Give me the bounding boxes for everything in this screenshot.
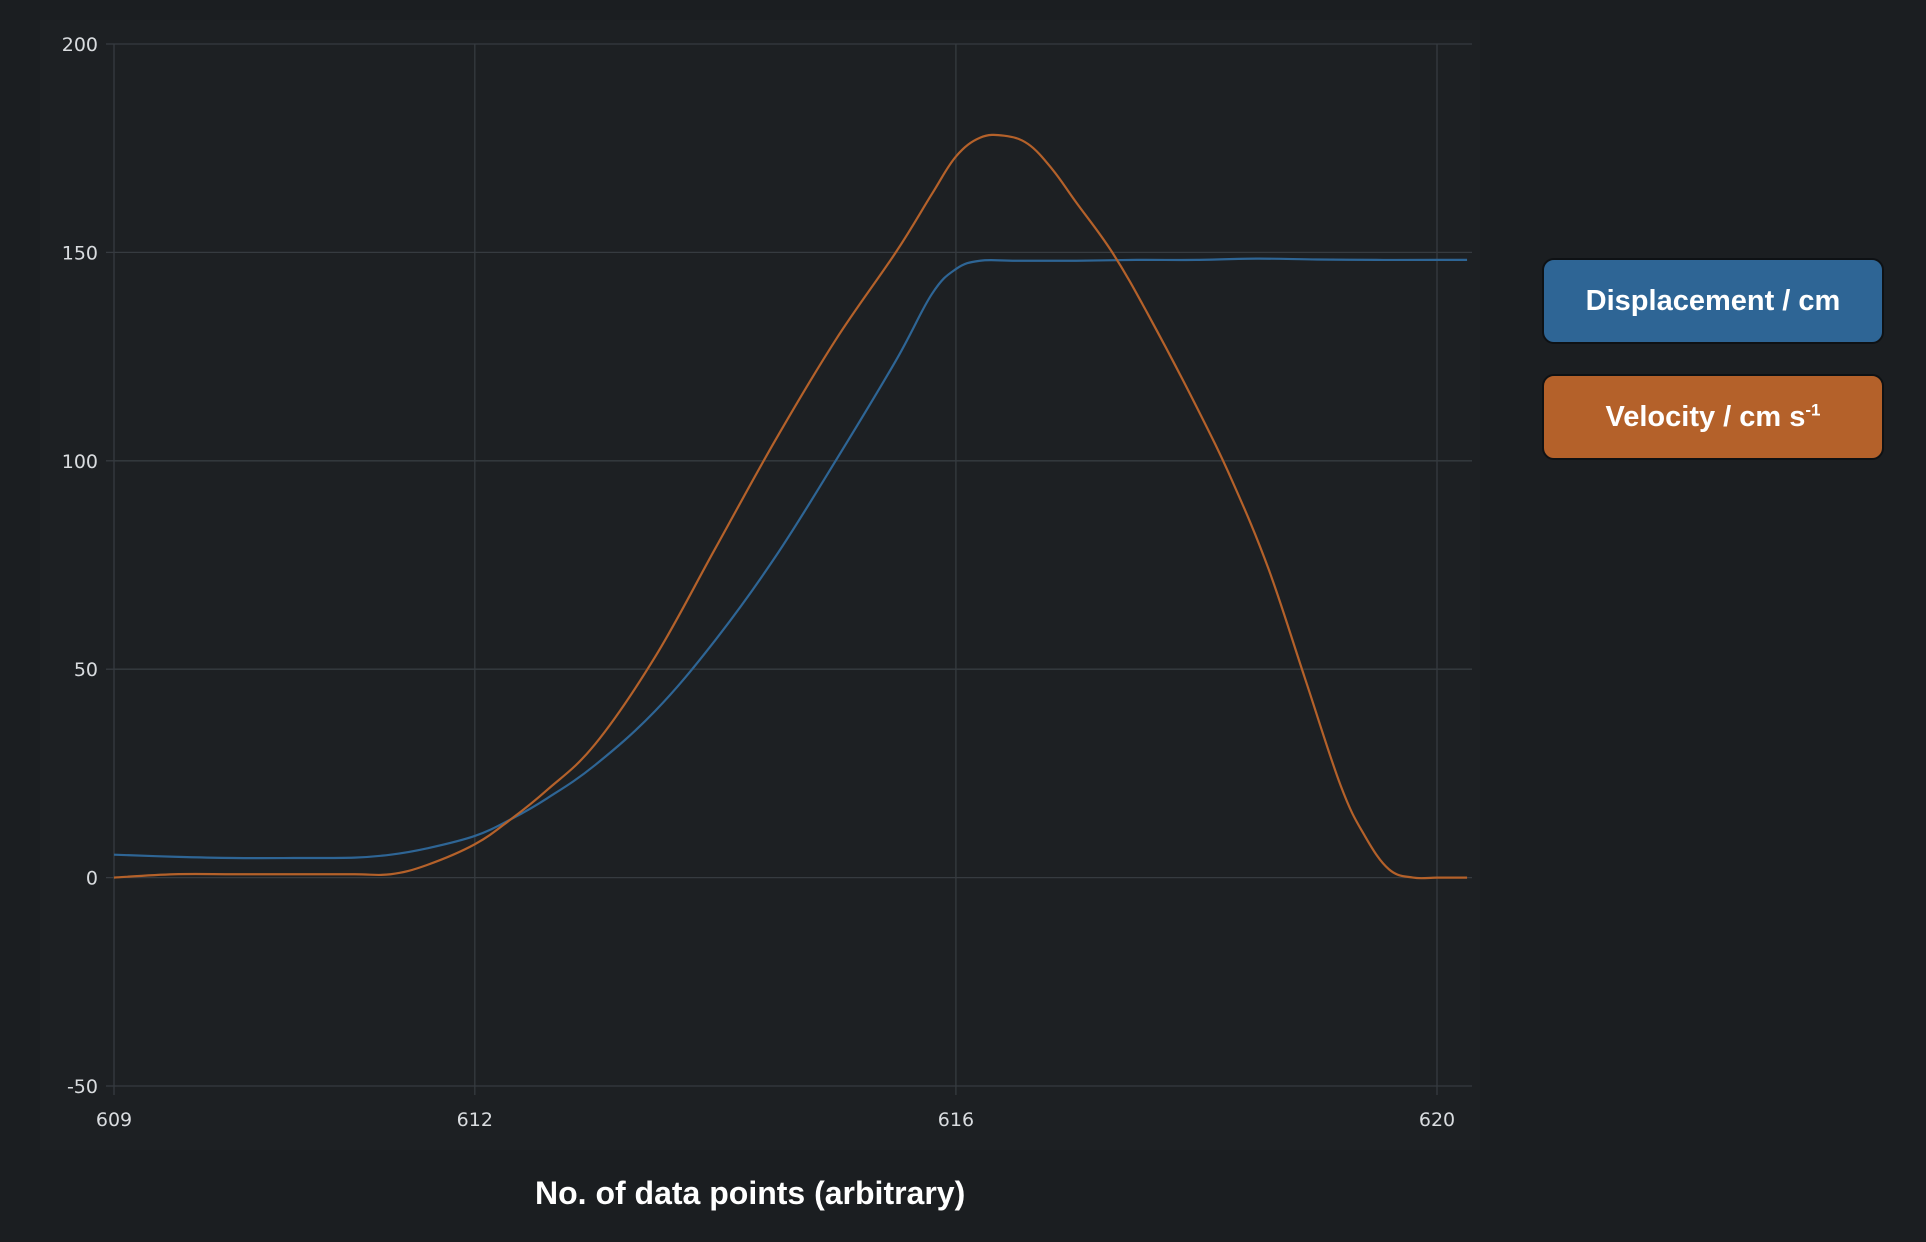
series <box>113 133 1468 880</box>
legend-label-displacement: Displacement / cm <box>1585 284 1841 317</box>
x-axis-title: No. of data points (arbitrary) <box>535 1175 966 1211</box>
plot-area <box>40 20 1480 1150</box>
legend-label-velocity: Velocity / cm s-1 <box>1605 399 1821 433</box>
y-tick-label: 200 <box>62 34 98 56</box>
y-tick-label: 150 <box>62 242 98 264</box>
grid <box>106 43 1472 1095</box>
y-tick-label: 0 <box>86 868 98 890</box>
legend-item-displacement[interactable]: Displacement / cm <box>1542 258 1884 344</box>
y-tick-label: 100 <box>62 451 98 473</box>
y-tick-label: 50 <box>74 659 98 681</box>
tick-labels: -50 0 50 100 150 200 609 612 616 620 <box>62 34 1455 1131</box>
x-tick-label: 616 <box>938 1109 974 1131</box>
velocity-line <box>113 133 1468 880</box>
x-tick-label: 620 <box>1419 1109 1455 1131</box>
x-tick-label: 609 <box>96 1109 132 1131</box>
x-tick-label: 612 <box>457 1109 493 1131</box>
displacement-line <box>113 257 1468 860</box>
y-tick-label: -50 <box>67 1076 98 1098</box>
legend-item-velocity[interactable]: Velocity / cm s-1 <box>1542 374 1884 460</box>
